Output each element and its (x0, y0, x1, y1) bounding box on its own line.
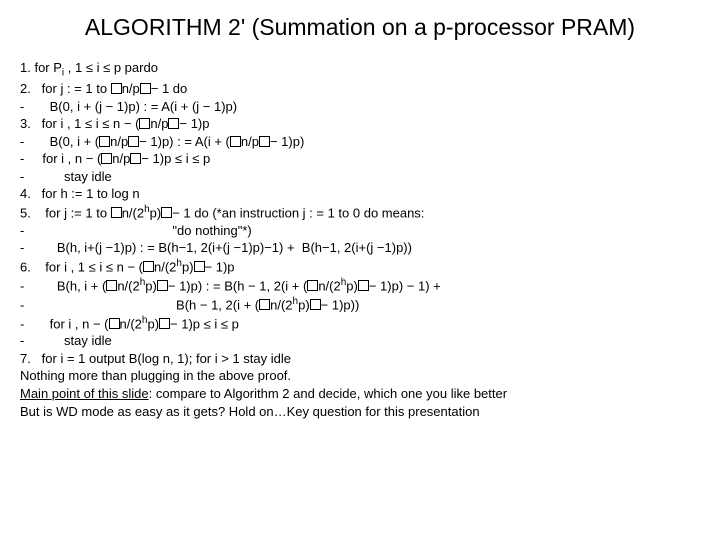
t: p) (346, 278, 358, 293)
t: n/(2 (270, 297, 292, 312)
t: p) (298, 297, 310, 312)
t: n/(2 (122, 205, 144, 220)
t: − 1)p) − 1) + (369, 278, 441, 293)
underline-text: Main point of this slide (20, 386, 149, 401)
line-15: - for i , n − (n/(2hp)− 1)p ≤ i ≤ p (20, 314, 700, 333)
t: - B(h, i + ( (20, 278, 106, 293)
t: n/(2 (154, 259, 176, 274)
box-icon (358, 280, 369, 291)
box-icon (159, 318, 170, 329)
slide-title: ALGORITHM 2' (Summation on a p-processor… (20, 14, 700, 41)
t: n/p (112, 151, 130, 166)
t: - for i , n − ( (20, 151, 101, 166)
box-icon (259, 299, 270, 310)
box-icon (259, 136, 270, 147)
box-icon (111, 83, 122, 94)
t: − 1)p (179, 116, 209, 131)
box-icon (140, 83, 151, 94)
box-icon (128, 136, 139, 147)
t: n/(2 (318, 278, 340, 293)
line-2: 2. for j : = 1 to n/p − 1 do (20, 80, 700, 98)
line-8: 4. for h := 1 to log n (20, 185, 700, 203)
t: - B(0, i + ( (20, 134, 99, 149)
line-20: But is WD mode as easy as it gets? Hold … (20, 403, 700, 421)
t: p) (150, 205, 162, 220)
box-icon (99, 136, 110, 147)
line-13: - B(h, i + (n/(2hp)− 1)p) : = B(h − 1, 2… (20, 276, 700, 295)
box-icon (143, 261, 154, 272)
box-icon (310, 299, 321, 310)
box-icon (157, 280, 168, 291)
box-icon (109, 318, 120, 329)
box-icon (101, 153, 112, 164)
t: , 1 ≤ i ≤ p pardo (64, 60, 158, 75)
t: − 1)p) (270, 134, 304, 149)
t: - for i , n − ( (20, 316, 109, 331)
t: n/p (150, 116, 168, 131)
line-14: - B(h − 1, 2(i + (n/(2hp)− 1)p)) (20, 295, 700, 314)
t: p) (145, 278, 157, 293)
t: - B(h − 1, 2(i + ( (20, 297, 259, 312)
line-3: - B(0, i + (j − 1)p) : = A(i + (j − 1)p) (20, 98, 700, 116)
t: 3. for i , 1 ≤ i ≤ n − ( (20, 116, 139, 131)
line-7: - stay idle (20, 168, 700, 186)
t: 6. for i , 1 ≤ i ≤ n − ( (20, 259, 143, 274)
t: − 1 do (151, 81, 188, 96)
t: n/(2 (117, 278, 139, 293)
box-icon (168, 118, 179, 129)
t: − 1)p ≤ i ≤ p (141, 151, 210, 166)
box-icon (230, 136, 241, 147)
line-6: - for i , n − ( n/p − 1)p ≤ i ≤ p (20, 150, 700, 168)
t: p) (147, 316, 159, 331)
box-icon (130, 153, 141, 164)
t: : (149, 386, 156, 401)
t: − 1)p) : = A(i + ( (139, 134, 230, 149)
t: compare to Algorithm 2 and decide, which… (156, 386, 507, 401)
t: − 1)p ≤ i ≤ p (170, 316, 239, 331)
box-icon (194, 261, 205, 272)
line-19: Main point of this slide: compare to Alg… (20, 385, 700, 403)
line-4: 3. for i , 1 ≤ i ≤ n − ( n/p − 1)p (20, 115, 700, 133)
t: n/p (122, 81, 140, 96)
line-5: - B(0, i + ( n/p − 1)p) : = A(i + ( n/p − 1)… (20, 133, 700, 151)
t: n/p (110, 134, 128, 149)
t: 1. for P (20, 60, 62, 75)
line-18: Nothing more than plugging in the above … (20, 367, 700, 385)
line-10: - "do nothing"*) (20, 222, 700, 240)
t: 2. for j : = 1 to (20, 81, 111, 96)
box-icon (307, 280, 318, 291)
t: n/(2 (120, 316, 142, 331)
line-1: 1. for Pi , 1 ≤ i ≤ p pardo (20, 59, 700, 80)
t: 5. for j := 1 to (20, 205, 111, 220)
t: − 1 do (*an instruction j : = 1 to 0 do … (172, 205, 424, 220)
box-icon (139, 118, 150, 129)
box-icon (106, 280, 117, 291)
line-11: - B(h, i+(j −1)p) : = B(h−1, 2(i+(j −1)p… (20, 239, 700, 257)
t: − 1)p) : = B(h − 1, 2(i + ( (168, 278, 307, 293)
line-12: 6. for i , 1 ≤ i ≤ n − (n/(2hp)− 1)p (20, 257, 700, 276)
line-16: - stay idle (20, 332, 700, 350)
line-9: 5. for j := 1 to n/(2hp)− 1 do (*an inst… (20, 203, 700, 222)
t: p) (182, 259, 194, 274)
box-icon (161, 207, 172, 218)
line-17: 7. for i = 1 output B(log n, 1); for i >… (20, 350, 700, 368)
t: − 1)p)) (321, 297, 360, 312)
box-icon (111, 207, 122, 218)
algorithm-body: 1. for Pi , 1 ≤ i ≤ p pardo 2. for j : =… (20, 59, 700, 420)
t: − 1)p (205, 259, 235, 274)
t: n/p (241, 134, 259, 149)
